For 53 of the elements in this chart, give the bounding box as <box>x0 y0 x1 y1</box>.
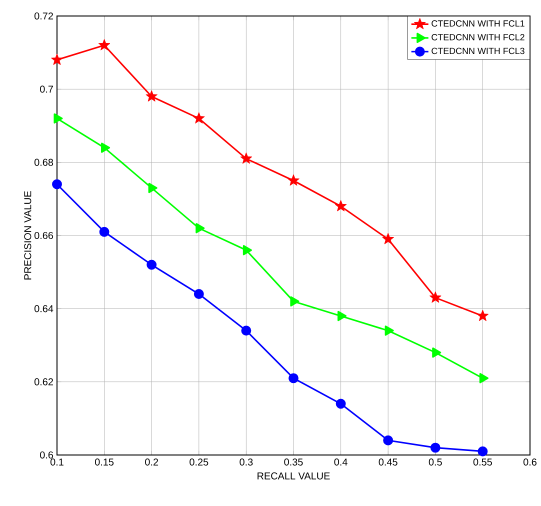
point <box>52 179 62 190</box>
point <box>479 373 488 384</box>
x-tick-label: 0.15 <box>94 458 114 466</box>
point <box>336 398 346 409</box>
point <box>478 446 488 456</box>
x-tick-label: 0.55 <box>473 458 492 466</box>
x-tick-label: 0.35 <box>284 458 303 466</box>
point <box>54 113 63 124</box>
point <box>99 226 110 237</box>
point <box>290 296 300 306</box>
point <box>432 347 442 358</box>
legend-label: CTEDCNN WITH FCL3 <box>432 48 524 54</box>
y-tick-label: 0.6 <box>40 451 54 459</box>
x-tick-label: 0.5 <box>428 458 442 466</box>
point <box>384 326 394 336</box>
x-tick-label: 0.6 <box>523 458 536 466</box>
y-tick-label: 0.72 <box>34 12 53 20</box>
point <box>476 310 489 322</box>
point <box>383 435 394 446</box>
point <box>240 152 252 164</box>
point <box>288 174 300 186</box>
point <box>338 310 347 322</box>
point <box>51 54 63 65</box>
point <box>98 39 110 50</box>
point <box>196 223 205 234</box>
y-tick-label: 0.68 <box>34 158 54 166</box>
y-tick-label: 0.7 <box>40 86 53 93</box>
y-axis-title: PRECISION VALUE <box>24 191 32 280</box>
point <box>429 291 442 303</box>
point <box>148 182 158 194</box>
y-tick-label: 0.62 <box>34 378 53 386</box>
legend-label: CTEDCNN WITH FCL2 <box>432 34 524 40</box>
x-tick-label: 0.25 <box>190 458 208 466</box>
x-tick-label: 0.1 <box>50 458 64 466</box>
point <box>242 245 252 256</box>
point <box>241 326 252 336</box>
point <box>146 90 158 102</box>
point <box>192 112 205 124</box>
point <box>430 442 440 453</box>
point <box>146 260 157 270</box>
x-tick-label: 0.4 <box>334 458 348 466</box>
point <box>334 200 347 212</box>
point <box>194 289 204 300</box>
x-tick-label: 0.3 <box>240 458 253 466</box>
x-axis-title: RECALL VALUE <box>258 472 330 480</box>
x-tick-label: 0.2 <box>145 458 158 466</box>
point <box>288 373 298 384</box>
y-tick-label: 0.64 <box>34 305 54 312</box>
x-tick-label: 0.45 <box>378 458 398 466</box>
point <box>101 142 110 153</box>
point <box>382 232 394 244</box>
y-tick-label: 0.66 <box>34 232 54 240</box>
legend-label: CTEDCNN WITH FCL1 <box>432 20 524 27</box>
